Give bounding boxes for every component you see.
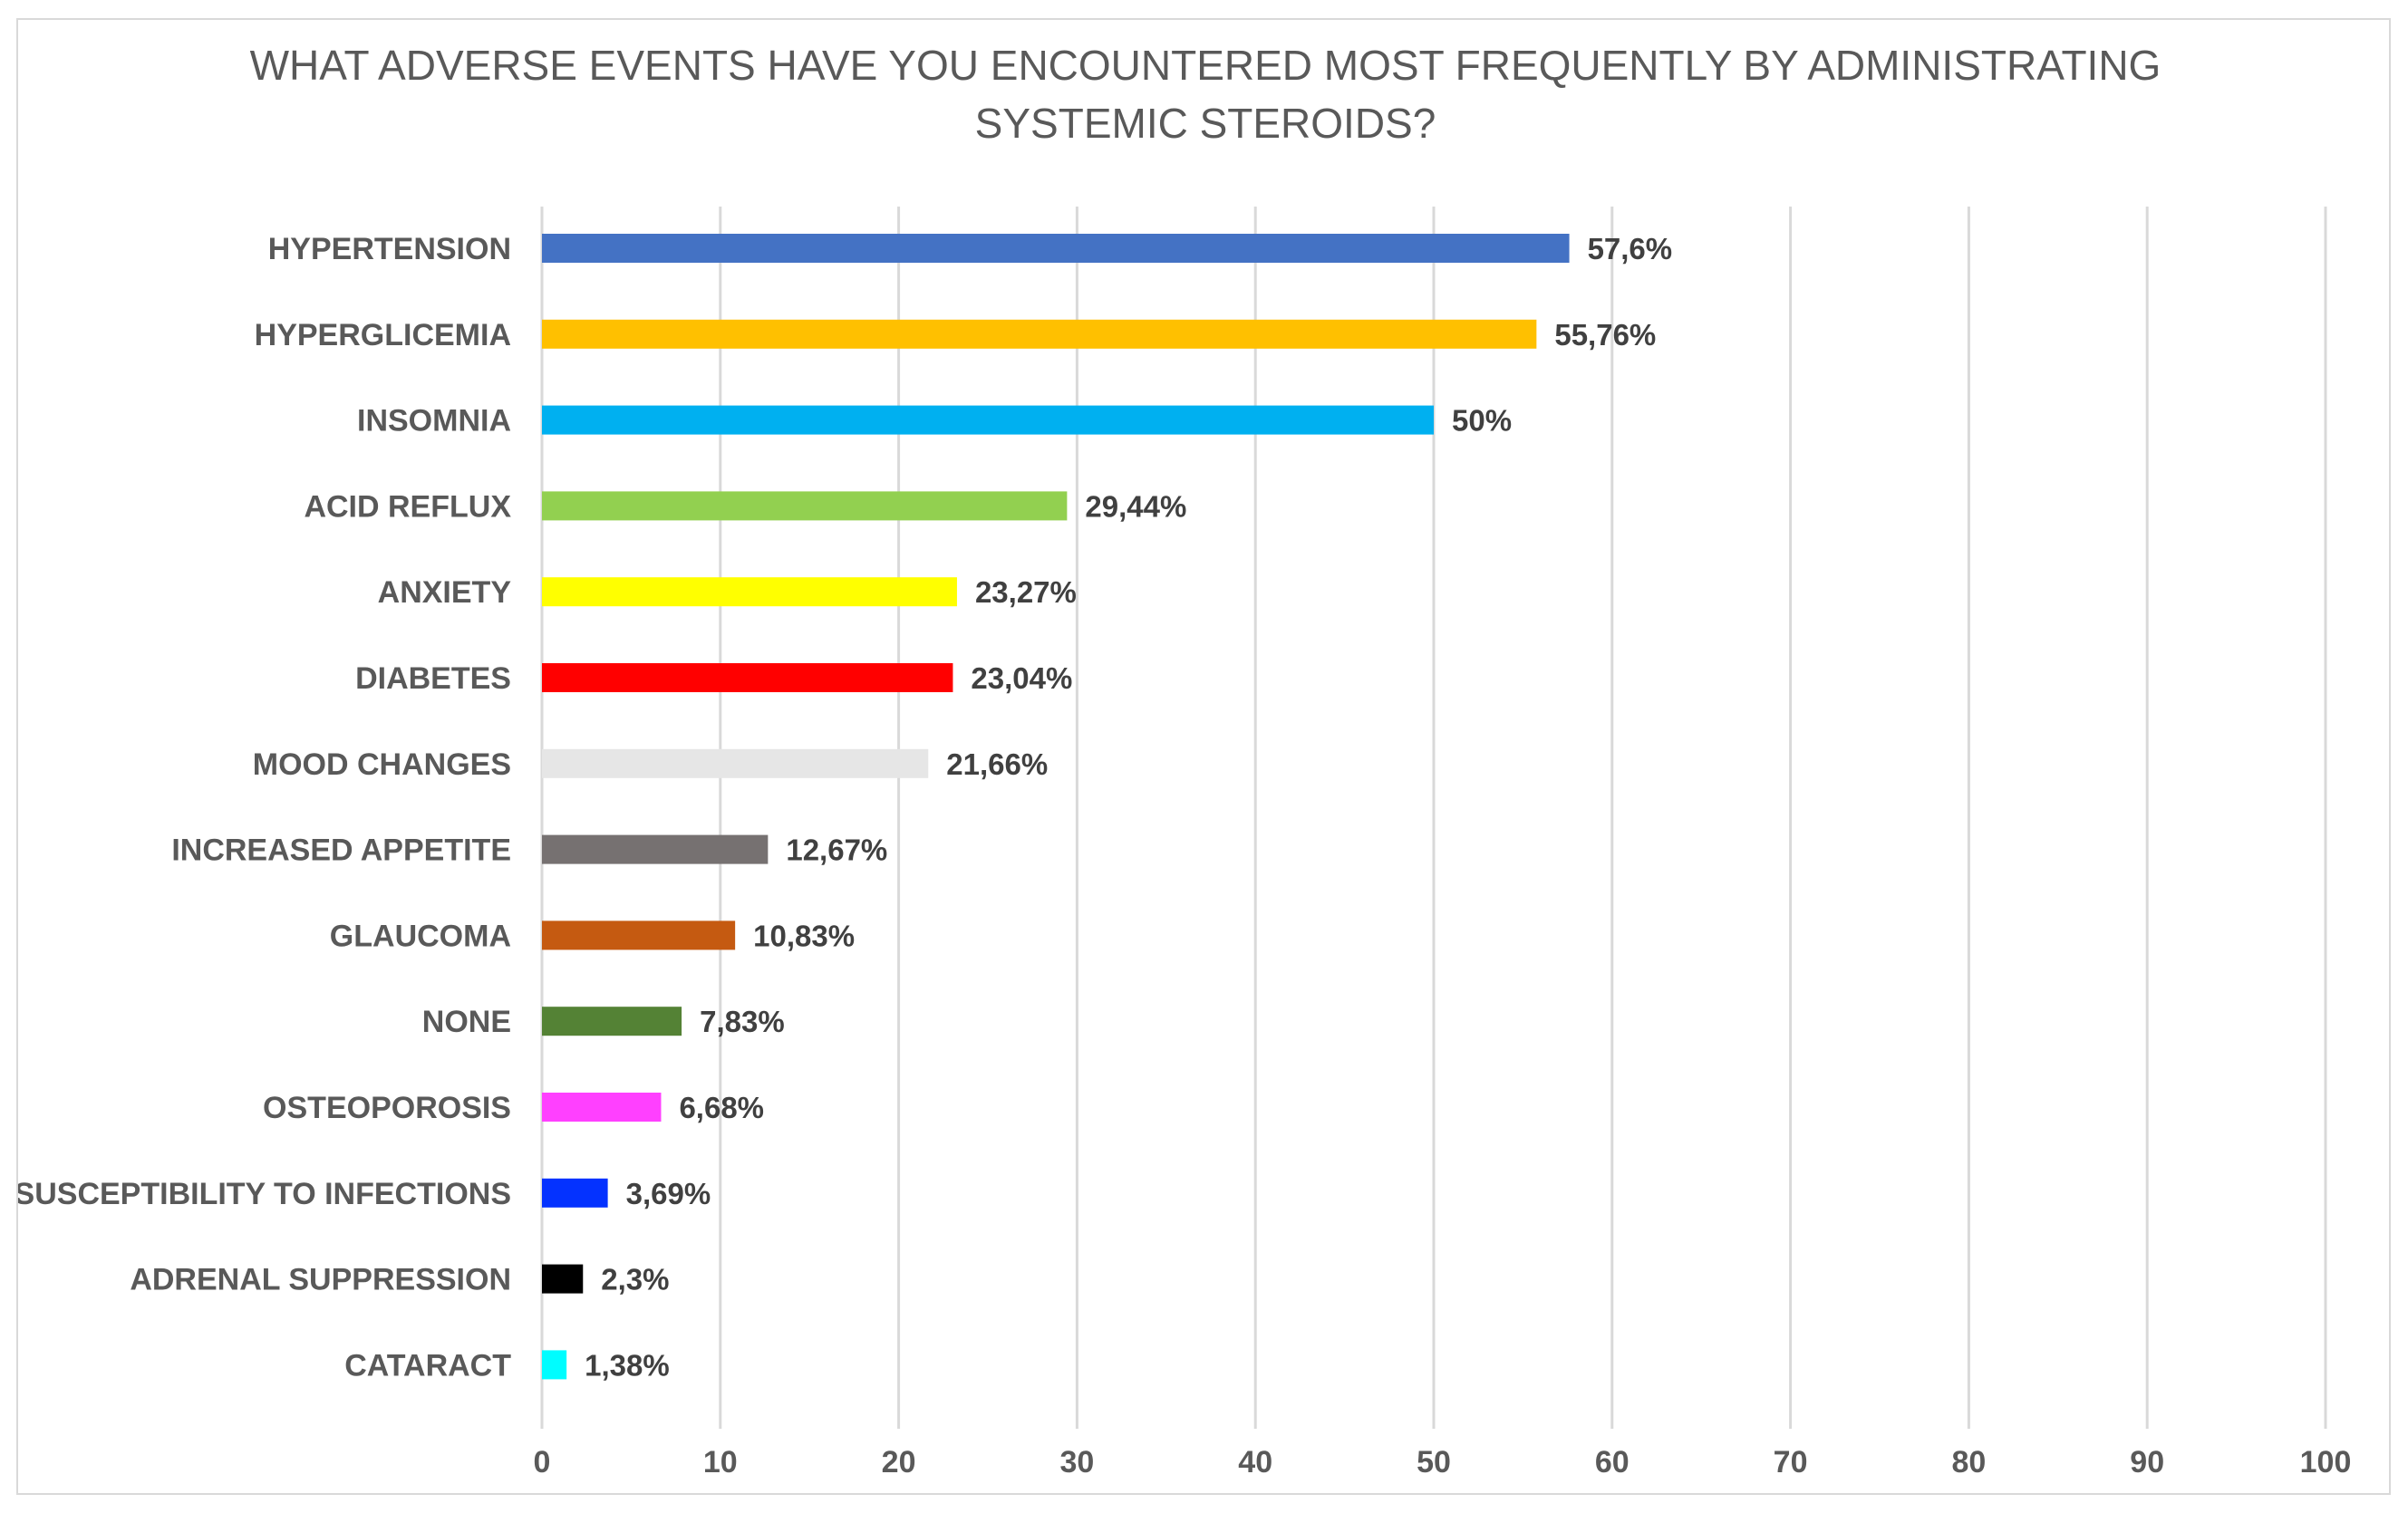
category-label-glaucoma: GLAUCOMA (330, 919, 511, 953)
category-label-adrenal-suppression: ADRENAL SUPPRESSION (130, 1263, 511, 1297)
bar-diabetes (542, 663, 953, 692)
bar-anxiety (542, 577, 957, 607)
bar-adrenal-suppression (542, 1264, 584, 1294)
category-label-anxiety: ANXIETY (378, 575, 512, 610)
x-tick-label-40: 40 (1238, 1445, 1272, 1479)
data-label-acid-reflux: 29,44% (1085, 489, 1186, 523)
category-label-cataract: CATARACT (344, 1348, 511, 1383)
category-label-insomnia: INSOMNIA (357, 404, 511, 438)
data-label-cataract: 1,38% (585, 1348, 670, 1382)
data-labels: 57,6% 55,76% 50% 29,44% 23,27% 23,04% 21,66% 12… (585, 232, 1672, 1382)
bar-increased-appetite (542, 834, 769, 864)
bar-insomnia (542, 405, 1434, 435)
category-label-susceptibility-to-infections: SUSCEPTIBILITY TO INFECTIONS (18, 1177, 511, 1211)
x-tick-label-50: 50 (1417, 1445, 1451, 1479)
bar-susceptibility-to-infections (542, 1178, 608, 1208)
data-label-anxiety: 23,27% (975, 575, 1077, 609)
data-label-none: 7,83% (700, 1005, 785, 1038)
data-label-insomnia: 50% (1452, 404, 1512, 438)
data-label-osteoporosis: 6,68% (679, 1091, 764, 1124)
category-label-none: NONE (422, 1005, 511, 1039)
data-label-adrenal-suppression: 2,3% (601, 1263, 669, 1296)
chart-frame: WHAT ADVERSE EVENTS HAVE YOU ENCOUNTERED… (16, 18, 2391, 1495)
category-label-mood-changes: MOOD CHANGES (253, 747, 511, 782)
category-label-acid-reflux: ACID REFLUX (304, 489, 511, 524)
bars (542, 234, 1570, 1380)
data-label-mood-changes: 21,66% (946, 747, 1048, 781)
bar-chart: WHAT ADVERSE EVENTS HAVE YOU ENCOUNTERED… (18, 42, 2352, 1479)
data-label-increased-appetite: 12,67% (786, 834, 887, 867)
data-label-susceptibility-to-infections: 3,69% (626, 1177, 711, 1210)
category-label-osteoporosis: OSTEOPOROSIS (263, 1091, 511, 1125)
x-tick-label-0: 0 (534, 1445, 551, 1479)
category-label-diabetes: DIABETES (355, 661, 511, 696)
data-label-hyperglicemia: 55,76% (1554, 318, 1656, 352)
x-tick-label-60: 60 (1595, 1445, 1630, 1479)
category-label-increased-appetite: INCREASED APPETITE (171, 834, 511, 868)
bar-hypertension (542, 234, 1570, 263)
x-tick-label-20: 20 (882, 1445, 916, 1479)
category-label-hypertension: HYPERTENSION (268, 232, 511, 266)
category-label-hyperglicemia: HYPERGLICEMIA (255, 318, 511, 352)
bar-cataract (542, 1350, 567, 1380)
data-label-diabetes: 23,04% (971, 661, 1072, 695)
x-tick-label-90: 90 (2130, 1445, 2164, 1479)
bar-glaucoma (542, 920, 736, 950)
gridlines (540, 207, 2327, 1429)
bar-osteoporosis (542, 1093, 662, 1122)
chart-title-line-1: WHAT ADVERSE EVENTS HAVE YOU ENCOUNTERED… (250, 42, 2161, 89)
x-tick-label-30: 30 (1059, 1445, 1094, 1479)
x-tick-label-10: 10 (703, 1445, 738, 1479)
data-label-glaucoma: 10,83% (753, 919, 855, 952)
bar-hyperglicemia (542, 319, 1537, 349)
bar-acid-reflux (542, 491, 1068, 521)
x-tick-label-100: 100 (2300, 1445, 2352, 1479)
x-tick-label-70: 70 (1774, 1445, 1808, 1479)
x-axis-ticks: 0 10 20 30 40 50 60 70 80 90 100 (534, 1445, 2352, 1479)
chart-title: WHAT ADVERSE EVENTS HAVE YOU ENCOUNTERED… (250, 42, 2161, 147)
bar-mood-changes (542, 748, 929, 778)
chart-title-line-2: SYSTEMIC STEROIDS? (975, 100, 1436, 147)
data-label-hypertension: 57,6% (1588, 232, 1673, 265)
category-labels: HYPERTENSION HYPERGLICEMIA INSOMNIA ACID RE… (18, 232, 511, 1383)
x-tick-label-80: 80 (1951, 1445, 1986, 1479)
bar-none (542, 1007, 682, 1036)
